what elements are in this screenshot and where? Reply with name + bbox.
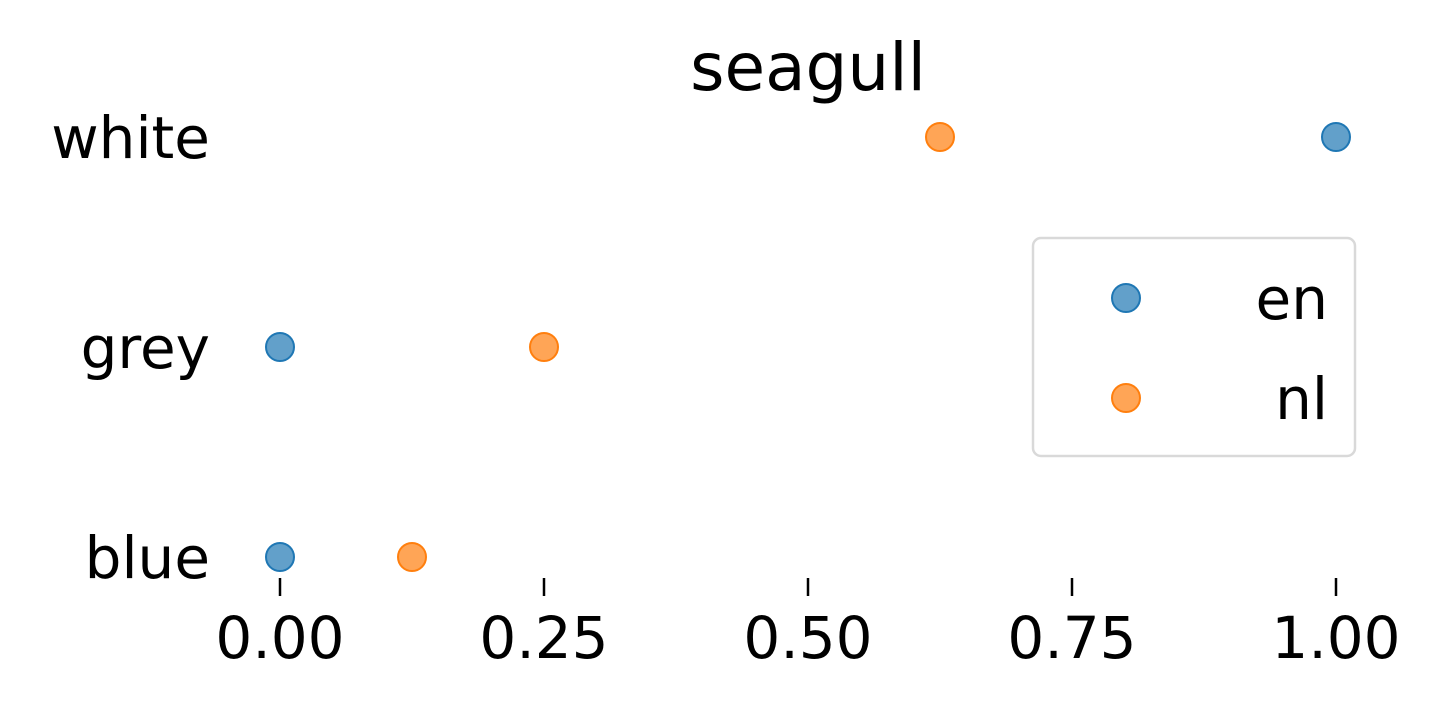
data-points (265, 122, 1351, 572)
x-tick-label: 1.00 (1271, 604, 1400, 672)
x-tick-label: 0.25 (479, 604, 608, 672)
y-tick-label-white: white (51, 104, 210, 172)
legend-marker-en (1111, 283, 1141, 313)
point-nl-white (925, 122, 955, 152)
x-tick-label: 0.00 (215, 604, 344, 672)
legend-label-en: en (1256, 265, 1328, 333)
point-en-blue (265, 542, 295, 572)
legend-label-nl: nl (1275, 365, 1328, 433)
y-tick-label-grey: grey (81, 314, 210, 382)
x-axis-ticks: 0.00 0.25 0.50 0.75 1.00 (215, 578, 1401, 672)
point-nl-blue (397, 542, 427, 572)
legend: en nl (1031, 236, 1357, 458)
chart-title: seagull (690, 29, 926, 106)
x-tick-label: 0.75 (1007, 604, 1136, 672)
legend-marker-nl (1111, 383, 1141, 413)
x-tick-label: 0.50 (743, 604, 872, 672)
point-en-white (1321, 122, 1351, 152)
y-tick-label-blue: blue (85, 524, 210, 592)
legend-entries: en nl (1111, 265, 1328, 433)
point-nl-grey (529, 332, 559, 362)
y-tick-labels: white grey blue (51, 104, 210, 592)
point-en-grey (265, 332, 295, 362)
